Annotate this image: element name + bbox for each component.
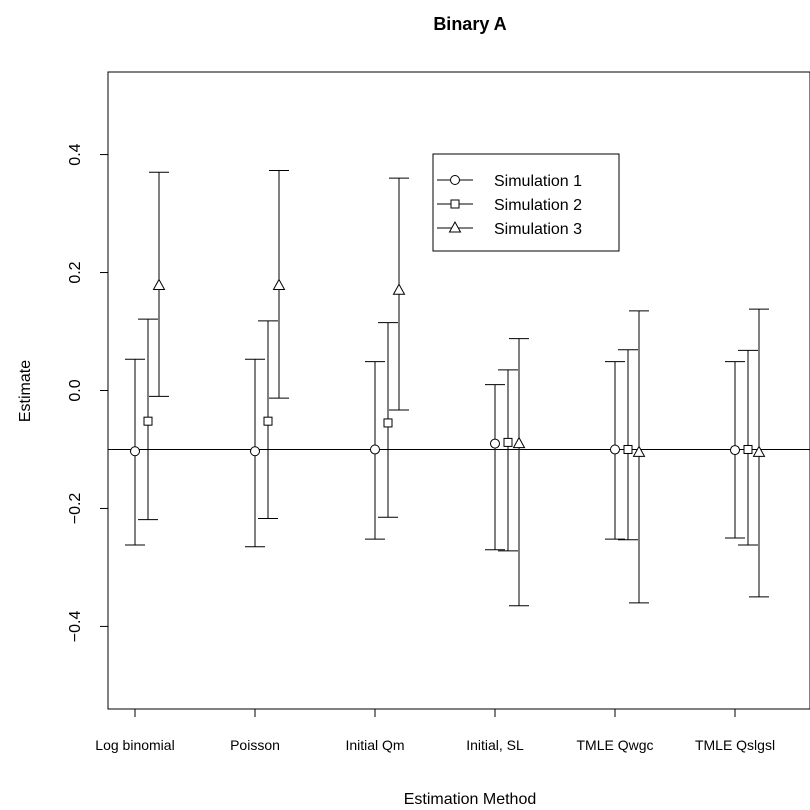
x-tick-label: Initial, SL (466, 737, 524, 753)
legend-label: Simulation 1 (494, 173, 582, 190)
legend: Simulation 1 Simulation 2 Simulation 3 (432, 153, 620, 252)
triangle-marker (752, 445, 766, 457)
y-axis-label: Estimate (17, 360, 34, 422)
square-marker (383, 418, 393, 428)
y-tick-label: −0.4 (67, 611, 84, 643)
square-legend-marker (450, 199, 460, 209)
chart-title: Binary A (433, 14, 506, 34)
x-tick-label: Initial Qm (345, 737, 404, 753)
square-marker (503, 437, 513, 447)
triangle-marker (512, 436, 526, 449)
circle-marker (370, 444, 380, 455)
triangle-marker (632, 445, 646, 457)
y-tick-label: 0.0 (67, 379, 84, 401)
x-tick-label: Poisson (230, 737, 280, 753)
triangle-marker (272, 278, 286, 291)
square-marker (743, 444, 753, 454)
series-3 (149, 169, 769, 607)
legend-label: Simulation 3 (494, 221, 582, 238)
series-1 (125, 358, 745, 551)
circle-marker (130, 446, 140, 457)
legend-item: Simulation 2 (437, 197, 582, 214)
square-marker (263, 416, 273, 426)
circle-marker (730, 445, 740, 456)
y-axis: −0.4 −0.2 0.0 0.2 0.4 (67, 143, 109, 643)
circle-legend-marker (450, 175, 460, 185)
x-axis: Log binomial Poisson Initial Qm Initial, SL… (95, 708, 775, 753)
triangle-marker (152, 278, 166, 291)
legend-item: Simulation 1 (437, 173, 582, 190)
circle-marker (610, 444, 620, 455)
y-tick-label: −0.2 (67, 493, 84, 525)
circle-marker (250, 446, 260, 457)
series-2 (138, 318, 758, 552)
circle-marker (490, 438, 500, 449)
triangle-legend-marker (448, 220, 462, 233)
y-tick-label: 0.4 (67, 143, 84, 165)
x-tick-label: TMLE Qwgc (576, 737, 653, 753)
x-tick-label: TMLE Qslgsl (695, 737, 775, 753)
x-tick-label: Log binomial (95, 737, 174, 753)
series-layer (125, 169, 769, 607)
legend-label: Simulation 2 (494, 197, 582, 214)
square-marker (143, 416, 153, 426)
legend-item: Simulation 3 (437, 220, 582, 238)
square-marker (623, 444, 633, 454)
triangle-marker (392, 283, 406, 295)
x-axis-label: Estimation Method (404, 791, 537, 808)
y-tick-label: 0.2 (67, 261, 84, 283)
legend-box (432, 153, 620, 252)
